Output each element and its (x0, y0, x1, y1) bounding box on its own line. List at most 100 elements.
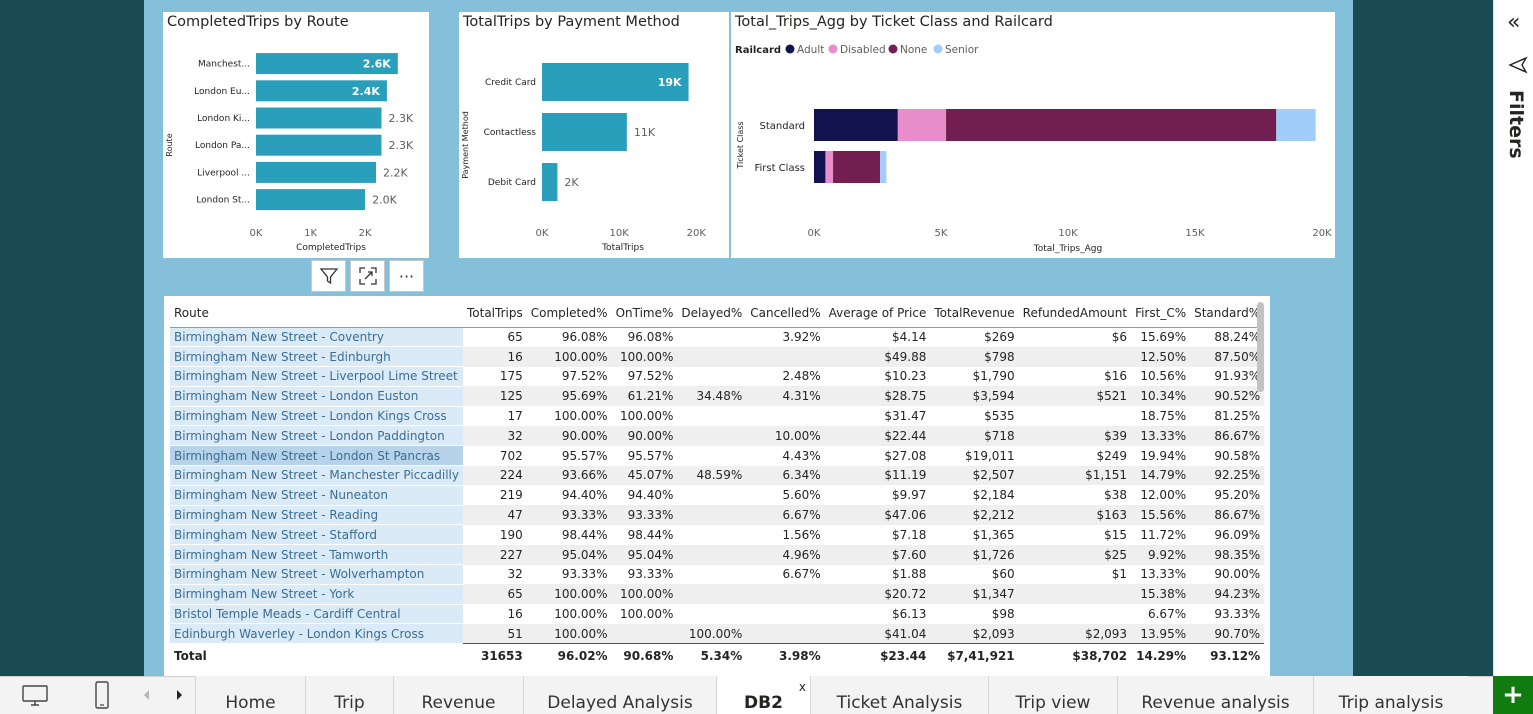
column-header[interactable]: Standard% (1190, 300, 1265, 328)
route-cell[interactable]: Birmingham New Street - London St Pancra… (170, 445, 463, 467)
column-header[interactable]: Average of Price (824, 300, 931, 328)
table-row[interactable]: Edinburgh Waverley - London Kings Cross 5… (170, 623, 1265, 645)
stacked-bar-segment (946, 109, 1277, 141)
page-tab[interactable]: Delayed Analysis (523, 676, 716, 714)
page-tab[interactable]: Trip view (988, 676, 1117, 714)
filters-pane[interactable] (1493, 0, 1533, 714)
route-cell[interactable]: Birmingham New Street - Liverpool Lime S… (170, 366, 463, 387)
total-trips-by-payment-chart[interactable]: TotalTrips by Payment Method Credit Card… (459, 12, 729, 258)
route-cell[interactable]: Birmingham New Street - Reading (170, 505, 463, 526)
tab-scroll-left-icon[interactable] (138, 676, 156, 714)
route-cell[interactable]: Birmingham New Street - Nuneaton (170, 485, 463, 506)
page-tab[interactable]: Revenue analysis (1117, 676, 1313, 714)
table-row[interactable]: Birmingham New Street - Edinburgh 16 100.0… (170, 346, 1265, 368)
table-cell: 90.70% (1190, 623, 1265, 644)
route-cell[interactable]: Birmingham New Street - Edinburgh (170, 346, 463, 368)
table-row[interactable]: Birmingham New Street - Tamworth 227 95.04… (170, 544, 1265, 566)
page-tab-label: Revenue analysis (1141, 693, 1290, 713)
table-row[interactable]: Birmingham New Street - Manchester Picca… (170, 465, 1265, 486)
table-row[interactable]: Birmingham New Street - London Euston 125… (170, 386, 1265, 407)
route-cell[interactable]: Birmingham New Street - York (170, 584, 463, 605)
table-row[interactable]: Birmingham New Street - Reading 47 93.33% 9… (170, 505, 1265, 526)
collapse-pane-icon[interactable]: « (1507, 10, 1521, 35)
table-cell: $1,365 (972, 527, 1015, 542)
tab-scroll-right-icon[interactable] (170, 676, 188, 714)
route-cell[interactable]: Birmingham New Street - Coventry (170, 327, 463, 348)
column-header[interactable]: TotalRevenue (930, 300, 1019, 328)
table-row[interactable]: Birmingham New Street - Coventry 65 96.08%… (170, 327, 1264, 348)
column-header[interactable]: First_C% (1131, 300, 1191, 328)
completed-trips-by-route-chart[interactable]: CompletedTrips by Route Manchest... 2.6K L… (163, 12, 429, 258)
table-row[interactable]: Birmingham New Street - London Kings Cro… (170, 406, 1264, 427)
table-cell: $49.88 (824, 346, 931, 367)
table-row[interactable]: Birmingham New Street - Wolverhampton 32 9… (170, 564, 1264, 585)
table-cell: 34.48% (677, 386, 747, 407)
add-page-button[interactable]: + (1493, 676, 1533, 714)
total-cell: 96.02% (526, 643, 612, 668)
route-cell[interactable]: Birmingham New Street - Manchester Picca… (170, 465, 463, 486)
route-cell[interactable]: Birmingham New Street - London Paddingto… (170, 425, 463, 447)
table-cell: 14.79% (1131, 465, 1191, 486)
route-cell[interactable]: Birmingham New Street - Stafford (170, 524, 463, 546)
more-options-button[interactable]: ··· (389, 260, 424, 292)
route-table-visual[interactable]: Route TotalTrips Completed% OnTime% Delayed%… (164, 296, 1270, 676)
page-tab[interactable]: Revenue (393, 676, 523, 714)
column-header[interactable]: Route (170, 300, 463, 328)
table-cell: 65 (507, 330, 523, 345)
table-row[interactable]: Birmingham New Street - London St Pancra… (170, 445, 1264, 467)
close-tab-icon[interactable]: x (798, 680, 806, 694)
page-tab[interactable]: Trip (305, 676, 393, 714)
route-cell[interactable]: Birmingham New Street - London Euston (170, 386, 463, 407)
table-scrollbar[interactable] (1257, 302, 1264, 392)
page-tab[interactable]: DB2 x (716, 676, 810, 714)
funnel-icon (319, 268, 338, 285)
focus-mode-button[interactable] (350, 260, 385, 292)
route-cell[interactable]: Birmingham New Street - Tamworth (170, 544, 463, 566)
route-cell[interactable]: Bristol Temple Meads - Cardiff Central (170, 604, 463, 625)
filter-button[interactable] (311, 260, 346, 292)
page-tab[interactable]: Ticket Analysis (810, 676, 988, 714)
route-cell[interactable]: Birmingham New Street - London Kings Cro… (170, 406, 463, 427)
table-row[interactable]: Birmingham New Street - Liverpool Lime S… (170, 366, 1264, 387)
table-row[interactable]: Bristol Temple Meads - Cardiff Central 16… (170, 604, 1264, 625)
table-cell: 61.21% (611, 386, 678, 407)
table-row[interactable]: Birmingham New Street - Stafford 190 98.44… (170, 524, 1264, 546)
data-label: 2.0K (372, 194, 397, 207)
column-header[interactable]: OnTime% (611, 300, 678, 328)
route-cell[interactable]: Birmingham New Street - Wolverhampton (170, 564, 463, 585)
mobile-layout-icon[interactable] (88, 676, 116, 714)
table-row[interactable]: Birmingham New Street - Nuneaton 219 94.40… (170, 485, 1264, 506)
column-header[interactable]: Cancelled% (746, 300, 825, 328)
table-cell: 702 (499, 448, 523, 463)
page-tab[interactable]: Home (195, 676, 305, 714)
desktop-layout-icon[interactable] (18, 676, 52, 714)
table-cell: 100.00% (611, 346, 678, 367)
trips-by-ticket-class-chart[interactable]: Total_Trips_Agg by Ticket Class and Rail… (731, 12, 1335, 258)
page-tab[interactable]: Trip analysis (1313, 676, 1468, 714)
page-tab-label: Trip (334, 693, 365, 713)
x-axis-title: Total_Trips_Agg (1033, 244, 1102, 254)
table-row[interactable]: Birmingham New Street - York 65 100.00% 100… (170, 584, 1265, 605)
table-cell: 16 (462, 346, 527, 367)
y-axis-title: Payment Method (461, 111, 470, 179)
x-tick-label: 20K (687, 228, 707, 239)
column-header[interactable]: Delayed% (677, 300, 747, 328)
filters-pane-label[interactable]: Filters (1505, 90, 1527, 159)
table-cell: 65 (462, 584, 527, 605)
table-row[interactable]: Birmingham New Street - London Paddingto… (170, 425, 1265, 447)
table-cell: 6.67% (746, 505, 825, 525)
column-header[interactable]: TotalTrips (462, 300, 527, 328)
table-cell: $31.47 (884, 409, 927, 424)
table-cell: $22.44 (824, 425, 931, 446)
column-header[interactable]: Completed% (526, 300, 612, 328)
data-label: 2.6K (363, 58, 391, 71)
table-cell: 100.00% (554, 607, 608, 622)
table-cell: 1.56% (782, 527, 821, 542)
category-label: Standard (760, 121, 806, 132)
category-label: Liverpool ... (197, 168, 250, 178)
table-cell: $19,011 (965, 448, 1015, 463)
route-cell[interactable]: Edinburgh Waverley - London Kings Cross (170, 623, 463, 645)
column-header[interactable]: RefundedAmount (1018, 300, 1132, 328)
category-label: London Eu... (194, 87, 250, 97)
y-axis-title: Route (165, 133, 174, 156)
